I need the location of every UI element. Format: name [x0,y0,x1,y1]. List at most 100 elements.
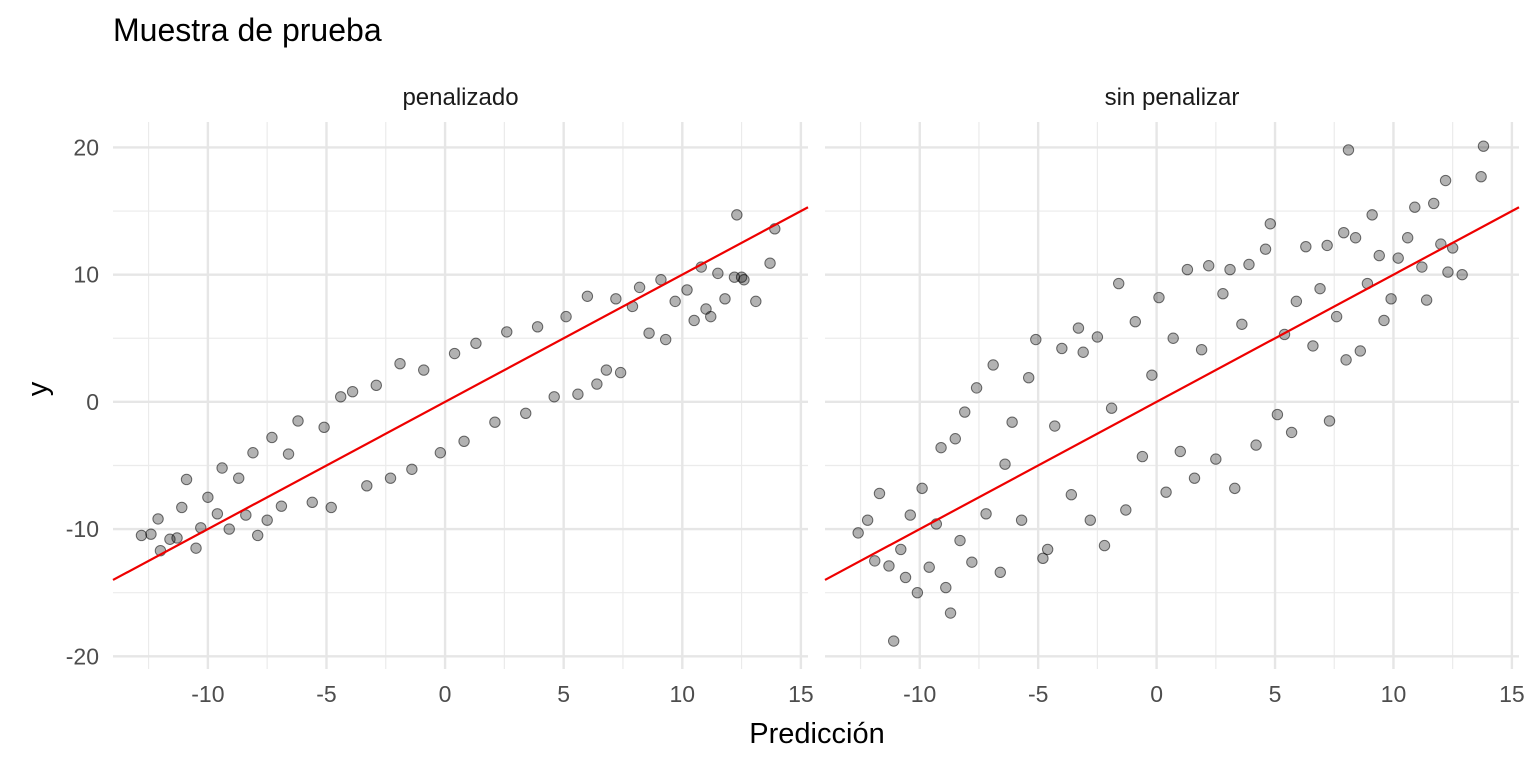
scatter-point [1420,294,1433,306]
scatter-point [994,566,1006,579]
scatter-point [560,310,572,323]
y-axis: -20 -10 0 10 20 [66,134,99,669]
y-tick-label: -20 [66,643,99,669]
scatter-point [1113,277,1125,290]
scatter-point [211,508,224,520]
scatter-point [1015,514,1028,526]
scatter-point [1409,201,1421,213]
scatter-point [923,561,935,573]
scatter-point [282,448,295,460]
scatter-point [1224,263,1236,276]
scatter-point [1401,232,1414,244]
x-tick-label: -10 [903,681,936,707]
scatter-point [904,509,916,521]
scatter-point [292,415,304,427]
scatter-point [669,295,681,308]
scatter-point [1330,310,1343,323]
scatter-point [600,364,613,376]
scatter-point [520,407,532,420]
scatter-point [1037,552,1049,565]
scatter-point [501,326,513,338]
scatter-point [394,357,406,370]
scatter-point [489,416,501,428]
scatter-point [1072,322,1085,334]
scatter-point [1049,420,1061,432]
scatter-point [1373,249,1385,262]
scatter-point [1456,268,1468,281]
x-tick-label: 0 [1150,681,1163,707]
scatter-point [1342,144,1355,156]
y-tick-label: 20 [73,134,99,160]
scatter-point [999,458,1011,470]
x-tick-label: 10 [1381,681,1407,707]
scatter-point [1428,197,1440,210]
scatter-point [164,533,176,545]
scatter-point [1146,369,1158,381]
scatter-point [591,378,603,390]
scatter-point [1475,171,1487,183]
scatter-point [1229,482,1241,495]
x-tick-label: -10 [191,681,224,707]
scatter-point [1129,316,1141,328]
scatter-point [954,534,966,547]
x-axis-title: Predicción [749,718,884,750]
scatter-point [712,267,724,280]
scatter-point [434,447,447,459]
facet-label: penalizado [402,84,518,111]
scatter-point [1271,408,1284,421]
scatter-point [216,462,228,474]
scatter-point [1153,291,1165,304]
scatter-point [1290,295,1303,308]
scatter-point [705,310,717,323]
scatter-point [361,480,373,492]
scatter-point [1338,226,1350,239]
scatter-point [883,560,895,572]
scatter-point [548,391,560,403]
scatter-point [275,500,288,512]
scatter-point [1314,282,1326,295]
x-tick-label: 0 [439,681,452,707]
scatter-point [861,514,874,526]
scatter-point [633,281,646,294]
reference-line [112,206,809,581]
scatter-point [223,523,235,535]
scatter-point [980,508,992,520]
scatter-point [1477,140,1490,152]
x-tick-label: 15 [788,681,814,707]
scatter-point [873,487,886,500]
scatter-point [1022,371,1035,384]
scatter-point [531,321,544,333]
x-tick-label: -5 [1028,681,1048,707]
scatter-point [251,529,264,542]
scatter-point [643,327,655,339]
x-tick-label: 5 [1269,681,1282,707]
scatter-point [895,543,907,556]
scatter-point [852,527,864,539]
scatter-point [1392,252,1404,264]
scatter-point [176,501,188,514]
scatter-point [145,528,157,540]
scatter-point [180,473,193,486]
reference-line [824,206,1520,581]
scatter-point [1378,314,1390,327]
scatter-point [247,447,259,459]
scatter-point [1349,232,1362,244]
scatter-point [406,463,418,475]
scatter-point [1174,445,1186,458]
x-tick-label: 10 [669,681,695,707]
scatter-point [1354,345,1367,357]
scatter-point [448,347,461,360]
x-tick-label: -5 [316,681,336,707]
scatter-point [1098,539,1111,552]
scatter-point [1136,450,1149,463]
scatter-point [261,514,273,526]
chart-title: Muestra de prueba [113,12,382,48]
scatter-point [1366,209,1378,221]
scatter-point [1181,263,1194,276]
scatter-point [1056,342,1068,355]
scatter-point [966,556,978,568]
scatter-point [1167,332,1179,344]
scatter-point [470,337,482,350]
scatter-point [1195,344,1208,356]
scatter-point [731,209,743,221]
